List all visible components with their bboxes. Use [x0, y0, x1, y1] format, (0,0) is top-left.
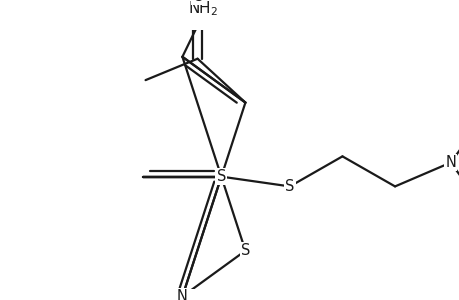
Text: S: S: [216, 169, 225, 184]
Text: O: O: [191, 0, 203, 4]
Text: N: N: [444, 155, 455, 170]
Text: S: S: [285, 179, 294, 194]
Text: S: S: [216, 169, 225, 184]
Text: S: S: [240, 243, 250, 258]
Text: N: N: [177, 289, 187, 300]
Text: NH$_2$: NH$_2$: [188, 0, 218, 18]
